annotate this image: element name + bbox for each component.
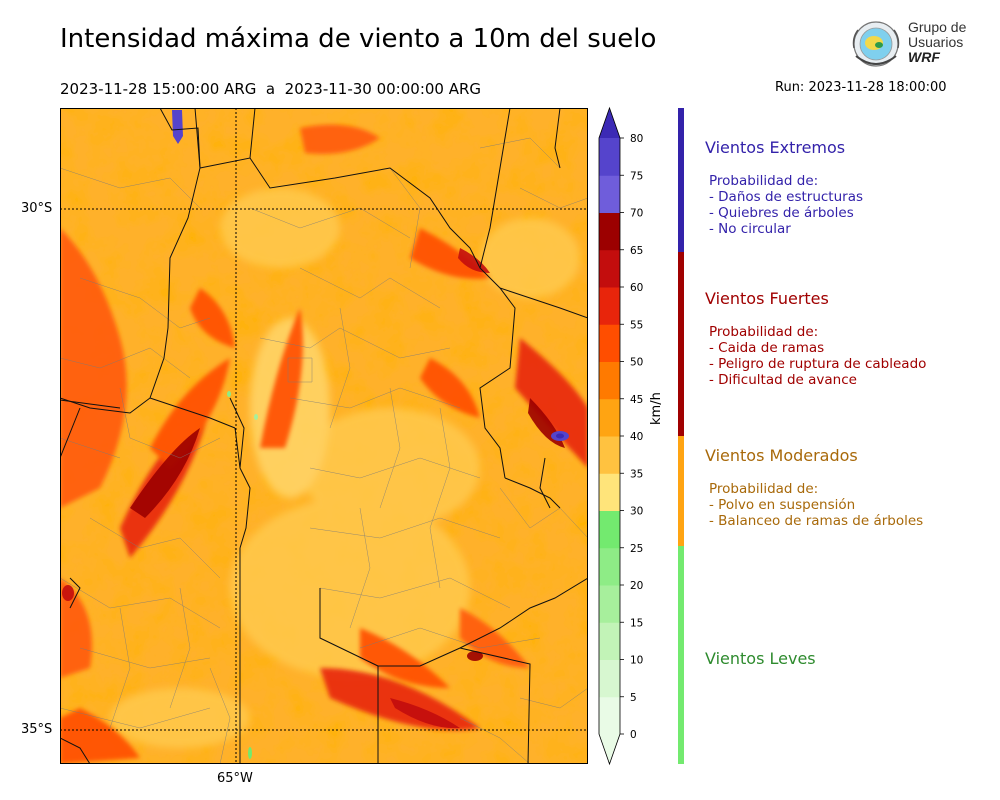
colorbar-segment xyxy=(599,585,620,623)
wind-map xyxy=(60,108,588,764)
colorbar-segment xyxy=(599,175,620,213)
colorbar-segment xyxy=(599,696,620,735)
category-bar-light xyxy=(678,546,684,764)
category-strong-desc: Probabilidad de: - Caida de ramas - Peli… xyxy=(709,324,927,388)
colorbar-unit: km/h xyxy=(649,392,664,425)
wrf-logo: Grupo de Usuarios WRF xyxy=(850,18,980,73)
category-extreme-desc: Probabilidad de: - Daños de estructuras … xyxy=(709,173,864,237)
colorbar-tick-label: 35 xyxy=(630,468,643,480)
strong-wind-bands xyxy=(60,124,588,764)
category-strong: Vientos Fuertes Probabilidad de: - Caida… xyxy=(705,289,926,388)
category-bar-moderate xyxy=(678,436,684,546)
colorbar-segment xyxy=(599,547,620,586)
category-extreme: Vientos Extremos Probabilidad de: - Daño… xyxy=(705,138,863,237)
forecast-period: 2023-11-28 15:00:00 ARG a 2023-11-30 00:… xyxy=(60,80,482,98)
colorbar-tick-label: 70 xyxy=(630,208,643,220)
map-frame xyxy=(60,108,588,764)
colorbar-tick-label: 40 xyxy=(630,431,643,443)
colorbar-tick-label: 0 xyxy=(630,729,637,741)
category-bar-strong xyxy=(678,252,684,436)
colorbar-tick-label: 80 xyxy=(630,133,643,145)
province-boundaries xyxy=(60,108,588,764)
colorbar-segment xyxy=(599,473,620,511)
colorbar-tick-label: 50 xyxy=(630,357,643,369)
colorbar-segment xyxy=(599,436,620,474)
chart-title: Intensidad máxima de viento a 10m del su… xyxy=(60,24,657,54)
colorbar-tick-label: 65 xyxy=(630,245,643,257)
colorbar-segment xyxy=(599,324,620,362)
colorbar-tick-label: 20 xyxy=(630,580,643,592)
colorbar-tick-label: 15 xyxy=(630,617,643,629)
extreme-wind-spots xyxy=(172,110,569,441)
colorbar-segment xyxy=(599,212,620,251)
colorbar-segment xyxy=(599,249,620,288)
lat-label-30s: 30°S xyxy=(21,201,53,216)
category-moderate-title: Vientos Moderados xyxy=(705,446,858,465)
colorbar-tick-label: 10 xyxy=(630,655,643,667)
category-light: Vientos Leves xyxy=(705,649,816,668)
logo-text: Grupo de Usuarios WRF xyxy=(908,19,967,65)
very-strong-cores xyxy=(62,248,565,729)
colorbar-max-arrow xyxy=(599,108,620,138)
graticule xyxy=(60,108,588,764)
colorbar-tick-label: 60 xyxy=(630,282,643,294)
colorbar-segment xyxy=(599,659,620,698)
colorbar-segment xyxy=(599,398,620,437)
colorbar-tick-label: 25 xyxy=(630,543,643,555)
moderate-wind-zones xyxy=(110,188,580,748)
colorbar-min-arrow xyxy=(599,734,620,764)
lon-label-65w: 65°W xyxy=(217,771,253,786)
category-light-title: Vientos Leves xyxy=(705,649,816,668)
globe-logo-icon xyxy=(852,21,900,67)
category-extreme-title: Vientos Extremos xyxy=(705,138,846,157)
light-wind-spots xyxy=(227,391,258,759)
category-moderate: Vientos Moderados Probabilidad de: - Pol… xyxy=(705,446,923,529)
colorbar-segment xyxy=(599,361,620,400)
colorbar-segment xyxy=(599,622,620,660)
run-time: Run: 2023-11-28 18:00:00 xyxy=(775,80,947,95)
colorbar-segment xyxy=(599,510,620,549)
lat-label-35s: 35°S xyxy=(21,722,53,737)
department-boundaries xyxy=(60,137,588,764)
category-strong-title: Vientos Fuertes xyxy=(705,289,829,308)
colorbar: 0 5 10 15 20 25 30 35 40 45 50 55 60 65 70 75 80 xyxy=(598,106,643,766)
category-moderate-desc: Probabilidad de: - Polvo en suspensión -… xyxy=(709,481,924,529)
colorbar-tick-label: 30 xyxy=(630,506,643,518)
colorbar-tick-label: 75 xyxy=(630,170,643,182)
colorbar-tick-label: 5 xyxy=(630,692,637,704)
colorbar-tick-label: 45 xyxy=(630,394,643,406)
colorbar-tick-label: 55 xyxy=(630,319,643,331)
category-bar-extreme xyxy=(678,108,684,252)
colorbar-segment xyxy=(599,138,620,176)
colorbar-segment xyxy=(599,287,620,325)
